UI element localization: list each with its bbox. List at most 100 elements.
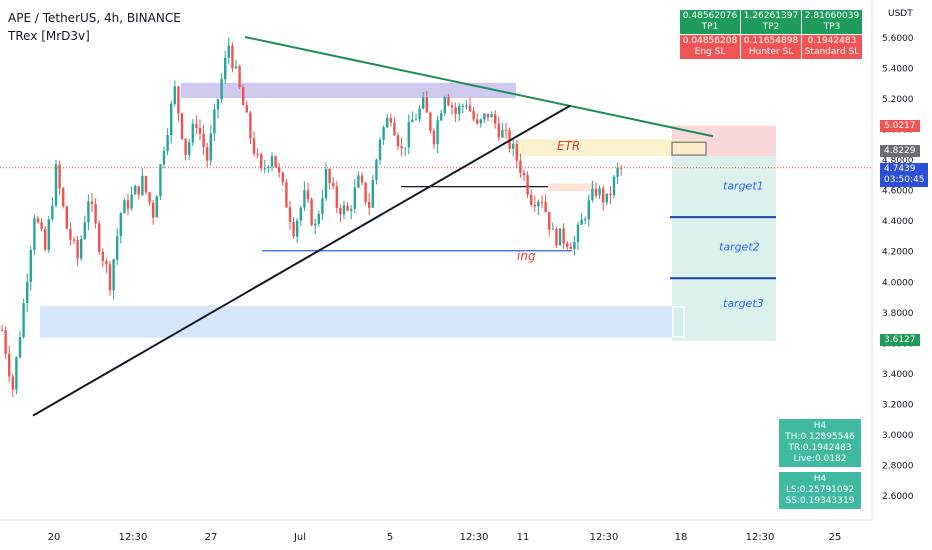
candles-layer xyxy=(0,37,623,397)
candle xyxy=(548,211,551,237)
candle xyxy=(486,113,490,122)
candle xyxy=(137,185,140,200)
candle xyxy=(0,324,4,332)
candle xyxy=(458,102,461,121)
candle xyxy=(429,111,432,134)
candle xyxy=(497,116,500,142)
candle xyxy=(584,216,587,225)
annotation-target3: target3 xyxy=(723,297,764,310)
candle xyxy=(375,158,378,185)
candle xyxy=(83,215,86,241)
candle xyxy=(90,193,94,212)
info-tf: H4 xyxy=(813,421,827,431)
tp-sl-table: 0.48562076 TP1 1.26261397 TP2 2.81660039 TP… xyxy=(679,9,863,60)
candle xyxy=(11,373,14,397)
candle xyxy=(51,197,54,222)
annotation-ing: ing xyxy=(517,249,536,263)
candle xyxy=(166,128,169,156)
candle xyxy=(591,180,594,203)
candle xyxy=(519,153,522,179)
candle xyxy=(213,103,216,142)
candle xyxy=(555,227,558,249)
candle xyxy=(310,197,313,227)
price-label-red: 5.0217 xyxy=(880,120,920,132)
candle xyxy=(134,184,137,195)
candle xyxy=(515,140,518,168)
candle xyxy=(440,109,443,122)
candle xyxy=(144,175,148,195)
candle xyxy=(612,174,616,199)
candle xyxy=(220,73,223,103)
candle xyxy=(360,172,364,185)
candle xyxy=(288,200,292,230)
candle xyxy=(267,165,270,173)
candle xyxy=(501,122,504,139)
candle xyxy=(303,181,306,212)
candle xyxy=(224,50,227,84)
annotation-target1: target1 xyxy=(723,180,764,193)
standard-sl-label: Standard SL xyxy=(804,47,860,57)
candle xyxy=(101,248,104,268)
candle xyxy=(339,204,342,222)
x-tick-label: Jul xyxy=(293,532,306,543)
candle xyxy=(234,60,238,70)
candle xyxy=(468,97,472,112)
info-box-threshold: H4 TH:0.12895546 TR:0.1942483 Live:0.018… xyxy=(779,419,861,467)
candle xyxy=(386,113,389,129)
candle xyxy=(598,185,601,200)
candle xyxy=(170,100,173,144)
candle xyxy=(270,152,274,172)
candle xyxy=(540,195,544,208)
tp3-value: 2.81660039 xyxy=(804,11,860,21)
candle xyxy=(314,218,317,235)
candle xyxy=(4,326,7,359)
info-th: TH:0.12895546 xyxy=(785,432,855,442)
etr-box-outline xyxy=(671,141,707,156)
candle xyxy=(278,163,281,178)
candle xyxy=(332,177,335,190)
candle xyxy=(393,116,396,137)
candle xyxy=(609,186,612,205)
candle xyxy=(566,241,569,252)
y-tick-label: 4.2000 xyxy=(882,248,914,258)
y-tick-label: 4.8000 xyxy=(882,156,914,166)
candle xyxy=(368,193,371,216)
eng-sl-value: 0.04856208 xyxy=(682,36,738,46)
candle xyxy=(87,194,90,231)
candle xyxy=(58,160,61,196)
candle xyxy=(69,222,72,246)
candle xyxy=(522,169,526,182)
candle xyxy=(62,187,65,209)
current-price: 4.7439 xyxy=(884,164,916,174)
candle xyxy=(465,99,468,110)
candle xyxy=(80,234,83,261)
x-tick-label: 5 xyxy=(387,532,393,543)
candle xyxy=(162,146,166,169)
candle xyxy=(422,92,425,110)
y-tick-label: 5.2000 xyxy=(882,95,914,105)
y-tick-label: 5.4000 xyxy=(882,65,914,75)
candle xyxy=(141,168,144,197)
candle xyxy=(227,37,230,65)
candle xyxy=(537,199,540,216)
candle xyxy=(206,142,209,168)
candle xyxy=(364,182,367,206)
candle xyxy=(119,211,122,244)
candle xyxy=(476,113,479,126)
candle xyxy=(72,236,76,244)
candle xyxy=(36,215,40,224)
candle xyxy=(252,131,256,157)
x-tick-label: 27 xyxy=(205,532,218,543)
candle xyxy=(411,111,414,123)
candle xyxy=(454,102,457,123)
candle xyxy=(54,159,58,208)
candle xyxy=(494,110,497,129)
candle xyxy=(335,181,338,214)
candle xyxy=(76,235,79,267)
candle xyxy=(400,137,403,157)
candle xyxy=(558,228,562,246)
standard-sl-value: 0.1942483 xyxy=(807,36,857,46)
y-tick-label: 3.2000 xyxy=(882,400,914,410)
candle xyxy=(447,93,450,107)
